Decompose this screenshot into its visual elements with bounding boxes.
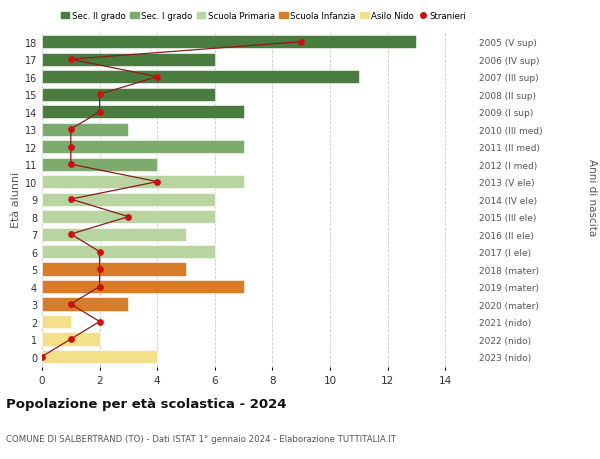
Bar xyxy=(42,333,100,346)
Y-axis label: Età alunni: Età alunni xyxy=(11,172,20,228)
Bar xyxy=(42,298,128,311)
Bar xyxy=(42,350,157,363)
Point xyxy=(95,318,104,325)
Legend: Sec. II grado, Sec. I grado, Scuola Primaria, Scuola Infanzia, Asilo Nido, Stran: Sec. II grado, Sec. I grado, Scuola Prim… xyxy=(57,9,470,24)
Bar xyxy=(42,123,128,136)
Bar xyxy=(42,158,157,171)
Point xyxy=(66,56,76,64)
Point xyxy=(66,336,76,343)
Point xyxy=(66,144,76,151)
Bar xyxy=(42,193,215,206)
Bar xyxy=(42,71,359,84)
Point xyxy=(66,196,76,203)
Point xyxy=(124,213,133,221)
Point xyxy=(95,248,104,256)
Bar xyxy=(42,176,244,189)
Point xyxy=(66,231,76,238)
Point xyxy=(37,353,47,360)
Bar xyxy=(42,280,244,293)
Text: Anni di nascita: Anni di nascita xyxy=(587,159,597,236)
Bar xyxy=(42,211,215,224)
Point xyxy=(296,39,306,46)
Point xyxy=(66,161,76,168)
Bar xyxy=(42,36,416,49)
Bar xyxy=(42,315,71,328)
Point xyxy=(95,283,104,291)
Bar xyxy=(42,89,215,101)
Bar xyxy=(42,228,186,241)
Bar xyxy=(42,106,244,119)
Bar xyxy=(42,246,215,258)
Text: COMUNE DI SALBERTRAND (TO) - Dati ISTAT 1° gennaio 2024 - Elaborazione TUTTITALI: COMUNE DI SALBERTRAND (TO) - Dati ISTAT … xyxy=(6,434,396,443)
Point xyxy=(152,74,162,81)
Point xyxy=(66,126,76,134)
Bar xyxy=(42,141,244,154)
Point xyxy=(66,301,76,308)
Point xyxy=(95,266,104,273)
Point xyxy=(95,109,104,116)
Text: Popolazione per età scolastica - 2024: Popolazione per età scolastica - 2024 xyxy=(6,397,287,410)
Point xyxy=(95,91,104,99)
Bar xyxy=(42,263,186,276)
Point xyxy=(152,179,162,186)
Bar xyxy=(42,54,215,67)
